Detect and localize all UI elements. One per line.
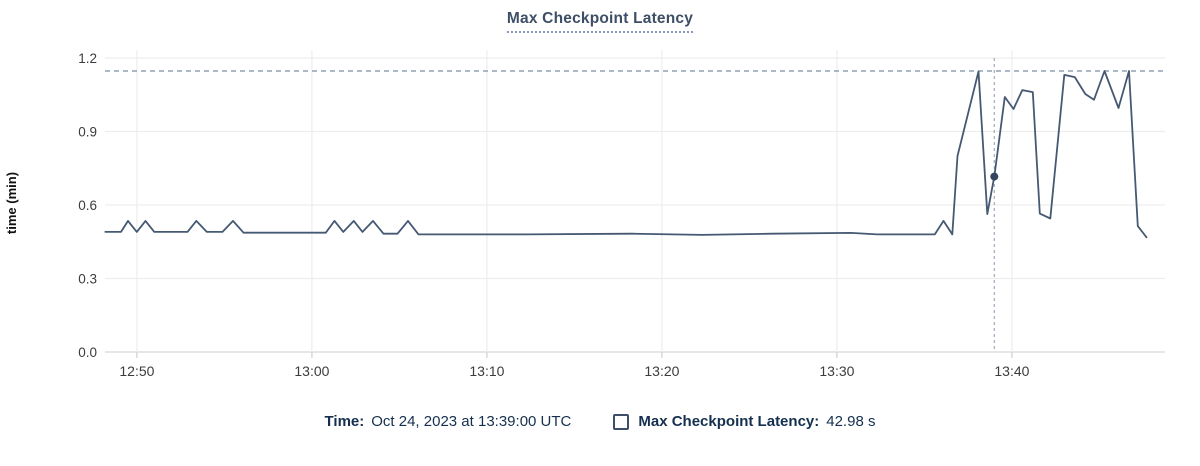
x-tick-label: 13:20 [644, 363, 679, 379]
legend-swatch-icon [613, 413, 630, 430]
legend-item-max-checkpoint-latency[interactable]: Max Checkpoint Latency: 42.98 s [613, 413, 875, 430]
legend-series-value: 42.98 s [826, 413, 876, 430]
x-tick-label: 13:00 [294, 363, 329, 379]
latency-line [104, 70, 1148, 239]
x-tick-label: 13:10 [469, 363, 504, 379]
chart-title-text[interactable]: Max Checkpoint Latency [506, 10, 694, 33]
legend-series-label: Max Checkpoint Latency: [638, 413, 820, 430]
x-tick-label: 12:50 [119, 363, 154, 379]
tooltip-time-label: Time: [324, 413, 365, 430]
chart-title: Max Checkpoint Latency [0, 10, 1200, 33]
x-tick-label: 13:40 [994, 363, 1029, 379]
y-tick-label: 0.9 [78, 125, 97, 140]
y-tick-label: 0.0 [78, 345, 97, 360]
tooltip-time: Time: Oct 24, 2023 at 13:39:00 UTC [325, 413, 572, 430]
chart-canvas[interactable]: 0.0 0.3 0.6 0.9 1.2 12:50 13:00 13:10 13:20 13:30… [0, 0, 1200, 400]
y-axis-title: time (min) [4, 172, 19, 234]
y-tick-label: 0.3 [78, 272, 97, 287]
y-tick-label: 0.6 [78, 198, 97, 213]
y-tick-label: 1.2 [78, 51, 97, 66]
tooltip-readout: Time: Oct 24, 2023 at 13:39:00 UTC Max C… [0, 413, 1200, 430]
tooltip-time-value: Oct 24, 2023 at 13:39:00 UTC [371, 413, 572, 430]
x-tick-label: 13:30 [819, 363, 854, 379]
selected-point-marker[interactable] [990, 172, 999, 181]
